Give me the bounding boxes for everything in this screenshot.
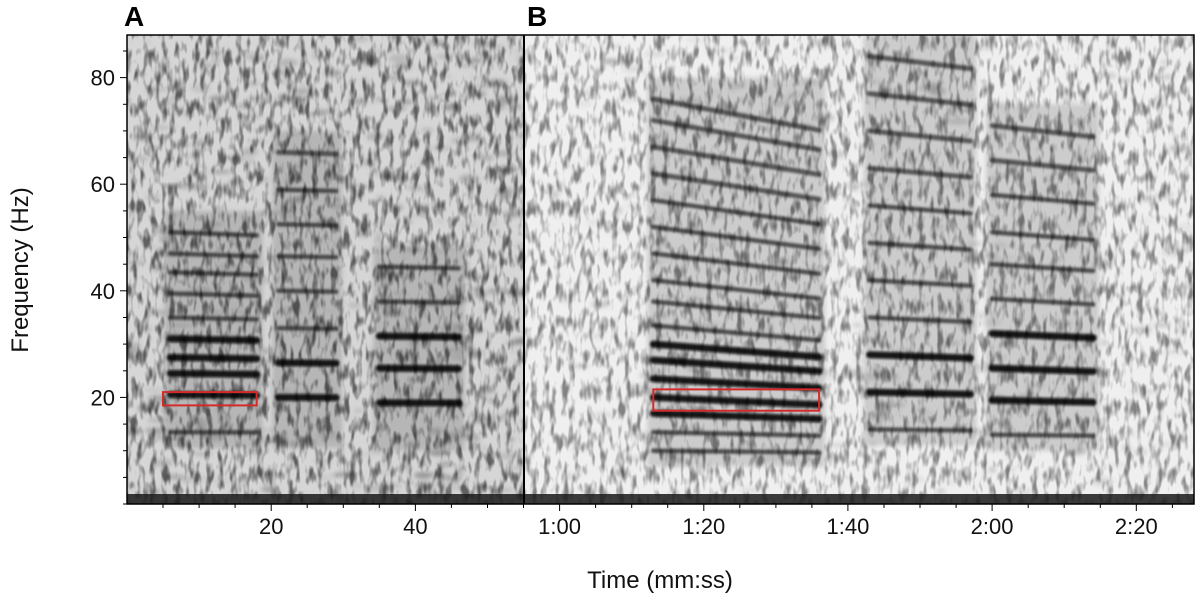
x-axis-title: Time (mm:ss) xyxy=(587,567,733,594)
y-tick-label: 40 xyxy=(91,279,115,304)
y-axis: 20 40 60 80 xyxy=(91,50,127,505)
panel-letter-a: A xyxy=(124,1,144,32)
panel-b-noise-texture xyxy=(524,35,1194,504)
highlight-box-panel-a xyxy=(162,391,258,407)
panel-b-spectrogram xyxy=(524,35,1194,504)
y-tick-label: 60 xyxy=(91,172,115,197)
x-tick-label: 20 xyxy=(259,514,283,539)
panel-a-noise-texture xyxy=(127,35,524,504)
x-tick-label: 1:40 xyxy=(826,514,869,539)
highlight-boxes xyxy=(162,388,821,412)
panel-a-spectrogram xyxy=(127,35,524,504)
panel-a-low-frequency-band xyxy=(127,494,524,504)
highlight-box-panel-b xyxy=(652,388,821,412)
y-tick-label: 20 xyxy=(91,385,115,410)
x-tick-label: 1:20 xyxy=(682,514,725,539)
plot-frame xyxy=(126,34,1195,505)
x-axis: 20 40 1:00 1:20 1:40 2:00 2:20 xyxy=(162,504,1173,539)
x-tick-label: 2:00 xyxy=(971,514,1014,539)
x-tick-label: 2:20 xyxy=(1115,514,1158,539)
x-tick-label: 40 xyxy=(403,514,427,539)
y-axis-title: Frequency (Hz) xyxy=(7,187,34,352)
x-tick-label: 1:00 xyxy=(538,514,581,539)
panel-b-low-frequency-band xyxy=(524,494,1194,504)
y-tick-label: 80 xyxy=(91,66,115,91)
panel-letter-b: B xyxy=(527,1,547,32)
